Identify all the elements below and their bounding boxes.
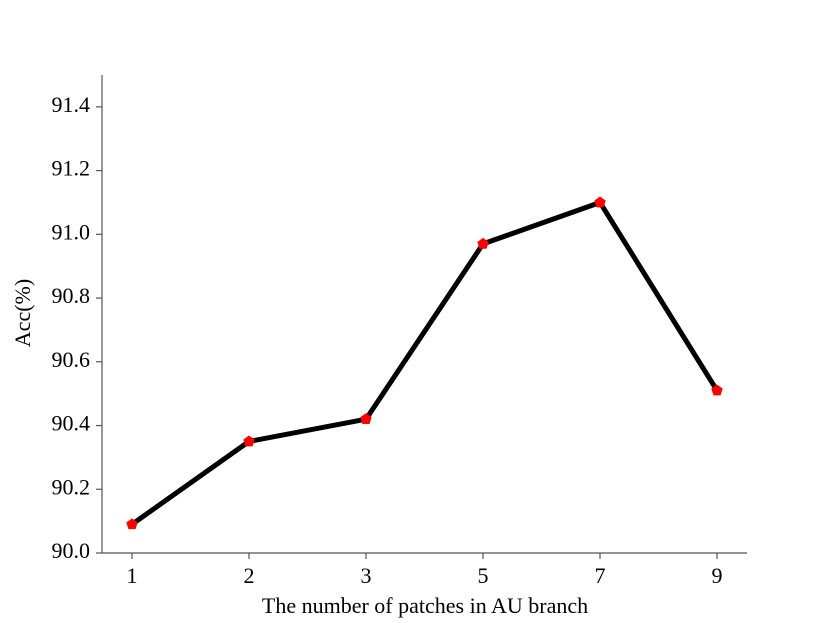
x-axis-label: The number of patches in AU branch (262, 593, 588, 618)
y-tick-label: 91.2 (52, 156, 91, 181)
marker (243, 435, 255, 447)
y-tick-label: 90.0 (52, 538, 91, 563)
y-tick-label: 91.4 (52, 92, 91, 117)
line (130, 199, 720, 527)
y-tick-label: 90.2 (52, 474, 91, 499)
y-axis-label: Acc(%) (10, 279, 35, 347)
y-tick-label: 90.6 (52, 347, 91, 372)
marker (594, 196, 606, 208)
y-tick-label: 91.0 (52, 219, 91, 244)
x-tick-label: 3 (361, 563, 372, 588)
x-tick-label: 2 (244, 563, 255, 588)
marker (126, 518, 138, 530)
x-tick-label: 9 (712, 563, 723, 588)
x-tick-label: 1 (127, 563, 138, 588)
marker (711, 384, 723, 396)
marker (360, 413, 372, 425)
y-tick-label: 90.8 (52, 283, 91, 308)
x-tick-label: 7 (595, 563, 606, 588)
marker (477, 237, 489, 249)
y-tick-label: 90.4 (52, 411, 91, 436)
x-tick-label: 5 (478, 563, 489, 588)
